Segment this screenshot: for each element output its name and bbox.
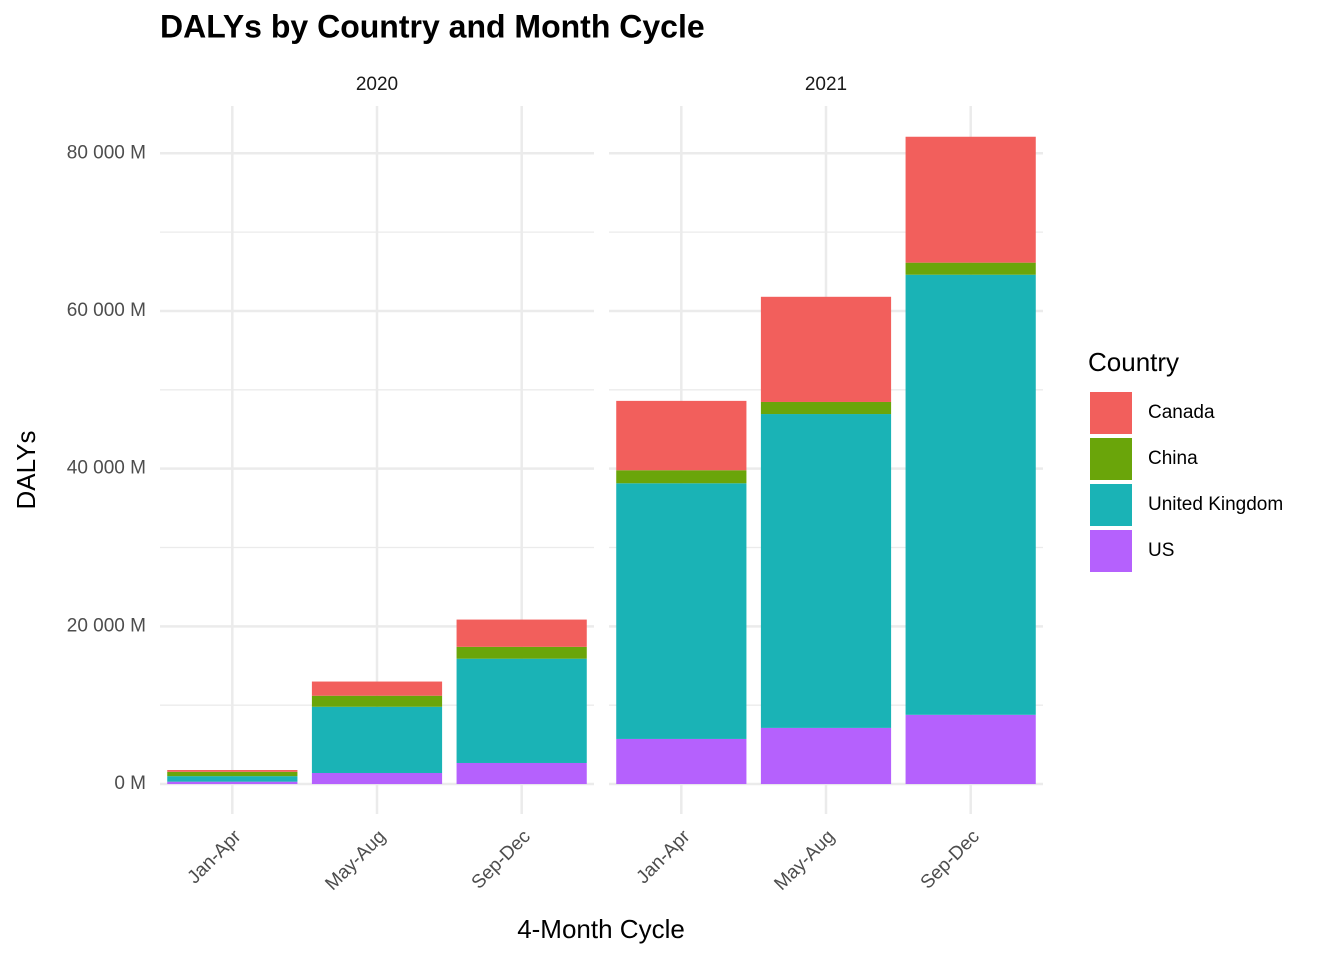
x-tick-label: May-Aug [321, 826, 390, 895]
bar-segment [311, 773, 443, 785]
bar-segment [167, 771, 298, 777]
bar-segment [616, 400, 747, 471]
x-tick-label: Jan-Apr [633, 826, 695, 888]
bar-segment [456, 619, 587, 647]
y-axis-title: DALYs [11, 431, 41, 510]
bar-segment [616, 483, 747, 739]
y-tick-label: 80 000 M [67, 142, 146, 163]
x-tick-label: Sep-Dec [468, 826, 535, 893]
bar-segment [760, 401, 892, 415]
legend-swatch [1090, 438, 1132, 480]
bar-segment [616, 738, 747, 785]
legend-title: Country [1088, 347, 1179, 377]
x-tick-label: Jan-Apr [184, 826, 246, 888]
bar-segment [905, 136, 1036, 263]
bar-segment [760, 414, 892, 728]
y-tick-label: 60 000 M [67, 300, 146, 321]
bar-segment [456, 762, 587, 785]
x-tick-label: May-Aug [770, 826, 839, 895]
bar-segment [311, 681, 443, 696]
bar-segment [905, 714, 1036, 785]
legend-label: US [1148, 540, 1174, 561]
bar-segment [311, 695, 443, 707]
y-tick-label: 20 000 M [67, 615, 146, 636]
bar-segment [905, 262, 1036, 275]
legend-label: United Kingdom [1148, 494, 1283, 515]
facet-label: 2021 [805, 74, 847, 95]
x-axis-title: 4-Month Cycle [517, 914, 685, 944]
bar-segment [760, 727, 892, 785]
bar-segment [167, 770, 298, 772]
x-tick-label: Sep-Dec [917, 826, 984, 893]
bar-segment [456, 658, 587, 763]
legend-label: Canada [1148, 402, 1215, 423]
legend-swatch [1090, 392, 1132, 434]
facet-label: 2020 [356, 74, 398, 95]
legend-swatch [1090, 484, 1132, 526]
bar-segment [167, 781, 298, 785]
bar-segment [167, 776, 298, 782]
legend-swatch [1090, 530, 1132, 572]
legend-label: China [1148, 448, 1198, 469]
y-tick-label: 40 000 M [67, 458, 146, 479]
bar-segment [760, 296, 892, 402]
bar-segment [311, 706, 443, 774]
bar-segment [616, 470, 747, 484]
y-tick-label: 0 M [114, 773, 146, 794]
chart-title: DALYs by Country and Month Cycle [160, 8, 705, 44]
bar-segment [456, 646, 587, 659]
bar-segment [905, 274, 1036, 715]
